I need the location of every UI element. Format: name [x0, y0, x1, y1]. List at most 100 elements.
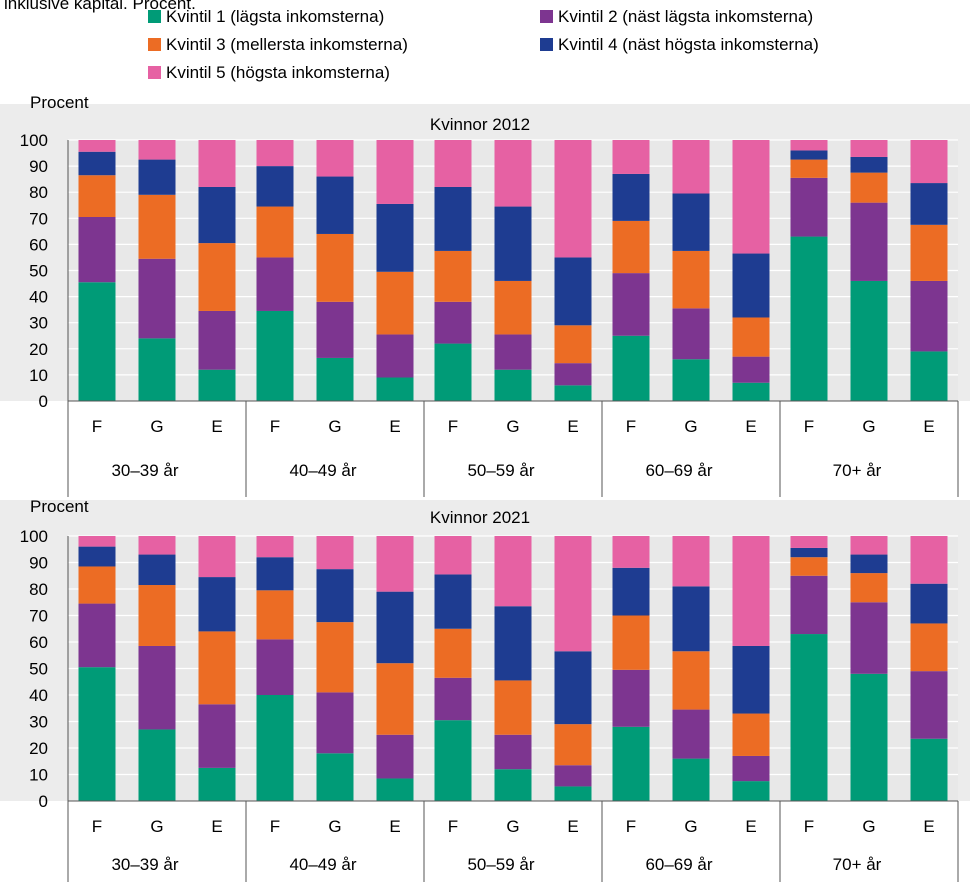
bar-segment: [554, 363, 592, 386]
bar-segment: [138, 194, 176, 259]
bar-segment: [672, 359, 710, 401]
bar-segment: [138, 338, 176, 401]
bar-segment: [256, 206, 294, 258]
x-category-label: F: [270, 417, 280, 436]
bar-segment: [376, 778, 414, 801]
bar-segment: [316, 357, 354, 401]
legend-swatch: [148, 10, 161, 23]
x-category-label: G: [506, 817, 519, 836]
x-group-label: 60–69 år: [645, 855, 712, 874]
y-axis-label: Procent: [30, 93, 89, 112]
x-category-label: F: [804, 417, 814, 436]
legend-swatch: [148, 38, 161, 51]
y-tick-label: 20: [29, 739, 48, 758]
y-tick-label: 60: [29, 633, 48, 652]
bar-segment: [850, 140, 888, 157]
bar-segment: [78, 151, 116, 176]
bar-segment: [850, 202, 888, 281]
bar-segment: [376, 591, 414, 664]
bar-segment: [554, 325, 592, 364]
x-category-label: E: [567, 417, 578, 436]
legend-label: Kvintil 4 (näst högsta inkomsterna): [558, 35, 819, 54]
x-category-label: F: [448, 817, 458, 836]
y-axis-label: Procent: [30, 497, 89, 516]
x-category-label: E: [567, 817, 578, 836]
bar-segment: [910, 536, 948, 584]
bar-segment: [138, 645, 176, 730]
bar-segment: [434, 140, 472, 187]
bar-segment: [790, 557, 828, 576]
bar-segment: [376, 140, 414, 204]
x-category-label: E: [745, 817, 756, 836]
bar-segment: [732, 382, 770, 401]
y-tick-label: 60: [29, 235, 48, 254]
bar-segment: [316, 569, 354, 623]
x-group-label: 40–49 år: [289, 461, 356, 480]
bar-segment: [434, 301, 472, 344]
y-tick-label: 20: [29, 340, 48, 359]
bar-segment: [790, 159, 828, 178]
bar-segment: [910, 280, 948, 352]
bar-segment: [494, 734, 532, 770]
x-category-label: G: [862, 817, 875, 836]
x-category-label: E: [745, 417, 756, 436]
x-category-label: E: [923, 817, 934, 836]
bar-segment: [910, 351, 948, 401]
bar-segment: [198, 577, 236, 632]
x-category-label: F: [626, 417, 636, 436]
bar-segment: [376, 271, 414, 335]
bar-segment: [198, 310, 236, 370]
bar-segment: [316, 176, 354, 234]
bar-segment: [316, 692, 354, 754]
bar-segment: [316, 233, 354, 302]
bar-segment: [78, 603, 116, 668]
y-tick-label: 100: [20, 131, 48, 150]
bar-segment: [612, 335, 650, 401]
bar-segment: [376, 334, 414, 378]
legend-label: Kvintil 1 (lägsta inkomsterna): [166, 7, 384, 26]
legend-swatch: [148, 66, 161, 79]
bar-segment: [198, 186, 236, 244]
legend-swatch: [540, 10, 553, 23]
bar-segment: [138, 729, 176, 801]
y-tick-label: 90: [29, 554, 48, 573]
bar-segment: [910, 140, 948, 184]
bar-segment: [910, 671, 948, 739]
bar-segment: [78, 546, 116, 567]
bar-segment: [494, 536, 532, 607]
bar-segment: [910, 183, 948, 225]
x-group-label: 50–59 år: [467, 461, 534, 480]
y-tick-label: 0: [39, 392, 48, 411]
x-category-label: E: [211, 417, 222, 436]
bar-segment: [494, 280, 532, 335]
x-category-label: G: [506, 417, 519, 436]
bar-segment: [732, 755, 770, 782]
x-group-label: 70+ år: [833, 855, 882, 874]
bar-segment: [554, 651, 592, 725]
bar-segment: [376, 663, 414, 735]
bar-segment: [78, 536, 116, 547]
x-category-label: F: [626, 817, 636, 836]
legend: Kvintil 1 (lägsta inkomsterna) Kvintil 2 …: [148, 7, 819, 82]
bar-segment: [376, 377, 414, 401]
bar-segment: [850, 673, 888, 801]
y-tick-label: 40: [29, 288, 48, 307]
panel-title: Kvinnor 2012: [430, 115, 530, 134]
x-category-label: G: [150, 417, 163, 436]
bar-segment: [434, 628, 472, 678]
y-tick-label: 50: [29, 262, 48, 281]
bar-segment: [78, 282, 116, 401]
bar-segment: [494, 769, 532, 801]
bar-segment: [494, 206, 532, 281]
y-tick-label: 80: [29, 580, 48, 599]
bar-segment: [256, 536, 294, 558]
bar-segment: [256, 590, 294, 640]
bar-segment: [850, 602, 888, 674]
bar-segment: [256, 166, 294, 207]
bar-segment: [494, 606, 532, 681]
y-tick-label: 70: [29, 209, 48, 228]
bar-segment: [850, 536, 888, 555]
bar-segment: [850, 573, 888, 603]
